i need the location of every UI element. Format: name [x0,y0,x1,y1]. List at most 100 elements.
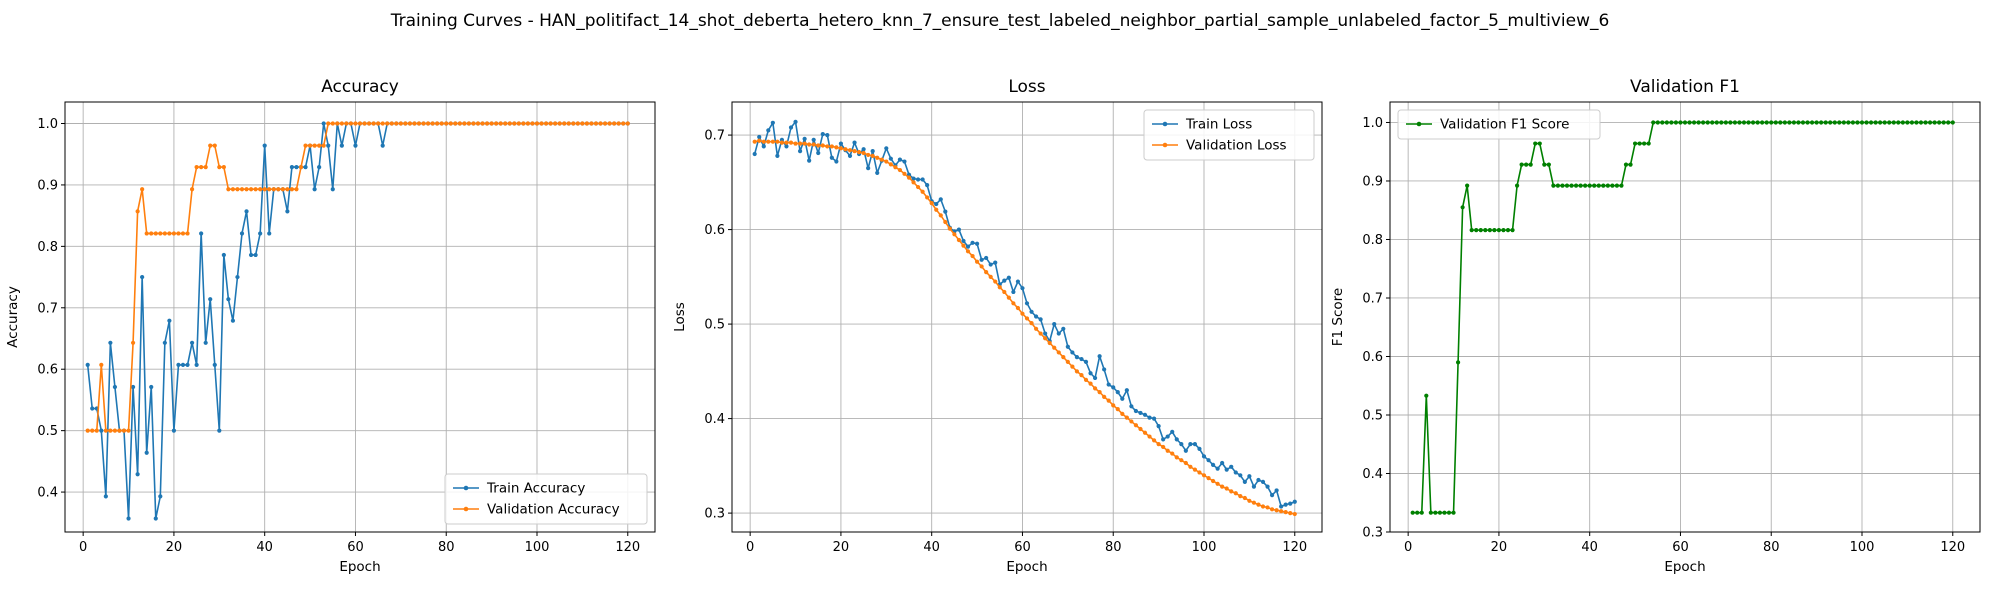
loss-series-0-point [884,146,889,151]
f1-series-0-point [1519,162,1524,167]
loss-series-0-point [1292,499,1297,504]
loss-series-1-point [943,219,948,225]
f1-series-0-point [1514,183,1520,188]
accuracy-series-1-point [566,121,571,126]
accuracy-series-1-point [430,121,435,126]
accuracy-xtick-label: 20 [166,540,183,555]
accuracy-series-1-point [199,165,204,170]
f1-series-0-point [1746,120,1751,125]
accuracy-series-1-point [153,231,158,236]
accuracy-series-0-point [326,143,331,148]
loss-series-1-point [1161,444,1166,450]
accuracy-series-1-point [439,121,444,126]
loss-ytick-label: 0.3 [704,507,725,522]
f1-series-0-point [1764,120,1769,125]
accuracy-ytick-label: 0.9 [37,178,58,193]
f1-ytick-label: 0.7 [1362,291,1383,306]
f1-series-0-point [1850,120,1856,125]
loss-series-0-point [1024,301,1030,306]
accuracy-xtick-label: 0 [79,540,87,555]
f1-series-0-point [1918,120,1924,125]
loss-series-0-point [1161,437,1166,442]
f1-series-0-point [1868,120,1874,125]
f1-series-0-point [1673,120,1679,125]
f1-xtick-label: 80 [1763,540,1780,555]
f1-series-0-point [1905,120,1910,125]
f1-series-0-point [1483,228,1488,233]
f1-ytick-label: 1.0 [1362,116,1383,131]
f1-series-0-point [1896,120,1901,125]
loss-series-1-point [1201,473,1207,478]
f1-ytick-label: 0.4 [1362,467,1383,482]
accuracy-series-1-point [548,121,553,126]
loss-series-1-point [965,249,971,254]
f1-ytick-label: 0.6 [1362,350,1383,365]
loss-series-1-point [1274,508,1279,513]
f1-series-0-point [1828,120,1833,125]
f1-series-0-point [1778,120,1783,125]
loss-series-1-point [1043,336,1048,341]
f1-series-0-point [1524,162,1529,167]
accuracy-series-1-point [521,121,526,126]
accuracy-series-0-point [189,340,195,345]
loss-series-0-point [1052,321,1057,327]
accuracy-series-0-point [103,494,108,499]
accuracy-title: Accuracy [321,77,399,97]
loss-series-0-point [829,155,834,160]
loss-series-1-point [1279,509,1284,514]
accuracy-series-0-point [294,165,299,170]
accuracy-ylabel: Accuracy [5,286,21,348]
loss-title: Loss [1008,77,1045,97]
loss-series-1-point [1210,478,1216,484]
accuracy-series-0-point [108,340,113,345]
accuracy-series-0-point [167,318,172,323]
loss-series-0-point [1120,396,1125,401]
accuracy-series-0-point [303,165,308,170]
f1-series-0-point [1664,120,1669,125]
f1-series-0-point [1455,360,1461,365]
f1-series-0-point [1601,183,1606,188]
loss-series-1-point [866,152,871,158]
loss-series-0-point [1183,448,1188,453]
accuracy-series-0-point [162,340,167,345]
loss-series-0-point [1065,344,1070,349]
f1-series-0-point [1660,120,1665,125]
accuracy-series-1-point [335,121,340,126]
f1-series-0-point [1469,228,1474,233]
loss-axes-frame [731,101,1323,533]
f1-series-0-point [1846,120,1851,125]
f1-series-0-point [1564,183,1570,188]
loss-series-1-point [1038,331,1043,336]
accuracy-series-0-point [258,231,263,236]
loss-legend-marker [1162,121,1168,127]
f1-series-0-point [1864,120,1869,125]
f1-series-0-point [1542,162,1547,167]
accuracy-series-1-point [117,428,122,433]
accuracy-series-1-point [103,428,108,433]
loss-series-0-point [770,120,775,125]
accuracy-legend-marker [463,485,469,491]
accuracy-series-1-point [616,121,621,126]
loss-series-1-point [1233,491,1238,496]
loss-series-1-point [884,159,889,164]
loss-series-1-point [802,141,807,146]
accuracy-series-0-point [185,362,190,368]
loss-series-1-point [775,139,780,144]
loss-series-1-point [761,139,766,144]
loss-series-1-point [1292,511,1297,517]
loss-series-1-point [1052,345,1057,350]
loss-series-1-point [934,207,939,212]
loss-series-1-point [993,279,998,284]
loss-series-0-point [1251,484,1257,489]
f1-series-0-point [1596,183,1601,188]
f1-series-0-point [1510,228,1515,233]
loss-series-0-point [847,153,853,158]
accuracy-series-0-point [253,252,258,258]
f1-legend: Validation F1 Score [1397,109,1601,140]
accuracy-series-1-point [489,121,494,126]
accuracy-series-0-point [203,340,208,345]
loss-series-1-point [925,195,930,200]
accuracy-legend-box [444,473,648,525]
loss-series-0-point [852,140,857,145]
loss-series-1-point [1183,460,1188,466]
